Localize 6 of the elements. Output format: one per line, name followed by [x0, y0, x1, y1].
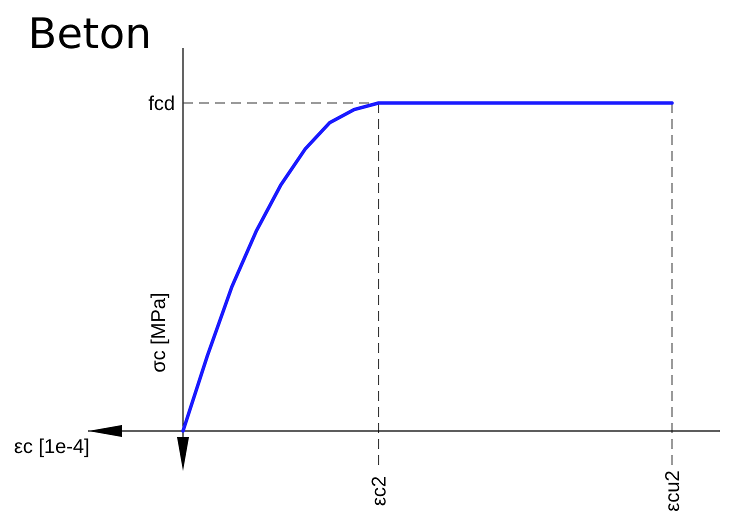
chart-title: Beton — [28, 9, 152, 58]
x-axis-title: εc [1e-4] — [14, 436, 90, 458]
x-tick-label: εcu2 — [662, 470, 684, 512]
ref-line-label: fcd — [148, 93, 175, 115]
x-tick-label: εc2 — [368, 476, 391, 506]
y-axis-title: σc [MPa] — [148, 292, 170, 373]
